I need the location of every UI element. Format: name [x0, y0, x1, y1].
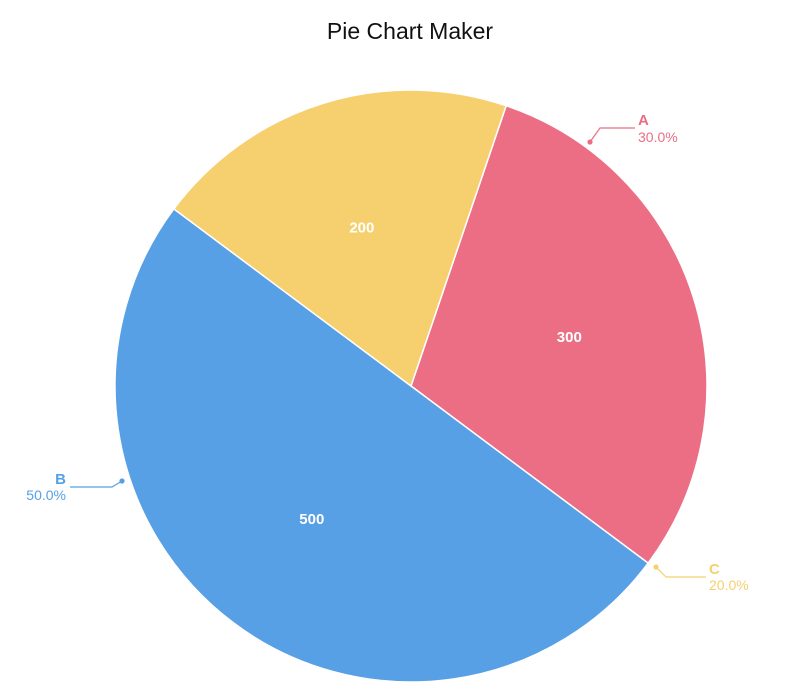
pie-slices [114, 89, 708, 683]
category-label-b: B [55, 471, 66, 488]
category-label-c: C [709, 561, 720, 578]
value-label-a: 300 [557, 329, 582, 346]
value-label-c: 200 [349, 220, 374, 237]
leader-line-c [655, 566, 706, 578]
pie-slice-c[interactable] [172, 89, 508, 388]
leader-line-a [589, 127, 635, 143]
percent-label-a: 30.0% [638, 129, 678, 145]
leader-line-b [70, 480, 123, 488]
value-label-b: 500 [299, 511, 324, 528]
category-label-a: A [638, 112, 649, 129]
percent-label-c: 20.0% [709, 577, 749, 593]
pie-slice-a[interactable] [410, 104, 708, 565]
chart-title: Pie Chart Maker [326, 18, 494, 44]
leader-dot-a [587, 139, 593, 145]
pie-slice-b[interactable] [114, 207, 650, 683]
leader-dot-c [653, 564, 659, 570]
leader-dot-b [119, 478, 125, 484]
percent-label-b: 50.0% [26, 487, 66, 503]
pie-labels: 300 A30.0% 500 B50.0% 200 C20.0% [26, 112, 748, 593]
